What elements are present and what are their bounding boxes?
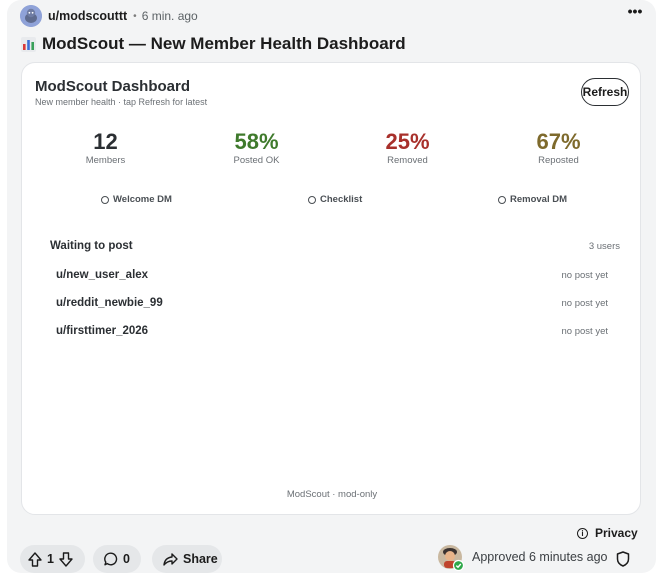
- dashboard-subtitle: New member health · tap Refresh for late…: [35, 97, 208, 107]
- stat-value: 25%: [385, 129, 430, 154]
- shield-icon[interactable]: [616, 551, 630, 567]
- share-arrow-icon: [163, 552, 178, 566]
- checklist-row: Welcome DM Checklist Removal DM: [22, 194, 642, 208]
- waiting-username[interactable]: u/firsttimer_2026: [56, 325, 149, 337]
- stat-label: Removed: [387, 155, 428, 166]
- moderator-avatar-icon[interactable]: [437, 543, 465, 572]
- check-label: Removal DM: [510, 194, 568, 205]
- post-timestamp: 6 min. ago: [141, 9, 198, 23]
- more-options-button[interactable]: •••: [627, 3, 643, 19]
- speech-bubble-icon: [104, 552, 118, 566]
- refresh-button[interactable]: Refresh: [581, 78, 629, 106]
- circle-icon: [308, 195, 316, 204]
- waiting-count: 3 users: [588, 241, 620, 252]
- privacy-link[interactable]: i Privacy: [577, 526, 638, 540]
- stats-row: 12 Members 58% Posted OK 25% Removed 67%…: [30, 129, 634, 169]
- post-title[interactable]: ModScout — New Member Health Dashboard: [21, 34, 406, 54]
- stat-value: 12: [93, 129, 118, 154]
- stat-posted-ok: 58% Posted OK: [181, 129, 332, 166]
- waiting-username[interactable]: u/reddit_newbie_99: [56, 297, 163, 309]
- waiting-username[interactable]: u/new_user_alex: [56, 269, 149, 281]
- dashboard-title: ModScout Dashboard: [35, 78, 191, 95]
- comment-count: 0: [123, 552, 130, 566]
- approval-status: Approved 6 minutes ago: [437, 543, 608, 572]
- list-item[interactable]: u/firsttimer_2026 no post yet: [56, 325, 608, 341]
- share-button[interactable]: Share: [152, 545, 222, 573]
- list-item[interactable]: u/new_user_alex no post yet: [56, 269, 608, 285]
- waiting-status: no post yet: [561, 298, 608, 309]
- arrow-down-icon[interactable]: [59, 551, 73, 567]
- removal-dm-toggle[interactable]: Removal DM: [498, 194, 567, 205]
- checklist-toggle[interactable]: Checklist: [308, 194, 362, 205]
- stat-label: Posted OK: [233, 155, 280, 166]
- circle-icon: [498, 195, 506, 204]
- dashboard-footer: ModScout · mod-only: [286, 489, 378, 500]
- circle-icon: [101, 195, 109, 204]
- stat-label: Members: [85, 155, 126, 166]
- bar-chart-icon: [21, 36, 36, 52]
- arrow-up-icon[interactable]: [28, 551, 42, 567]
- check-label: Welcome DM: [113, 194, 172, 205]
- post-container: u/modscouttt • 6 min. ago ••• ModScout —…: [7, 0, 656, 573]
- info-icon: i: [577, 527, 588, 539]
- comments-button[interactable]: 0: [93, 545, 141, 573]
- post-title-text: ModScout — New Member Health Dashboard: [42, 34, 406, 53]
- waiting-section-title: Waiting to post: [50, 240, 133, 252]
- post-header: u/modscouttt • 6 min. ago: [20, 5, 198, 27]
- stat-removed: 25% Removed: [332, 129, 483, 166]
- waiting-status: no post yet: [561, 326, 608, 337]
- post-author[interactable]: u/modscouttt: [48, 9, 128, 23]
- share-label: Share: [183, 552, 218, 566]
- vote-bar: 1: [20, 545, 85, 573]
- list-item[interactable]: u/reddit_newbie_99 no post yet: [56, 297, 608, 313]
- stat-reposted: 67% Reposted: [483, 129, 634, 166]
- waiting-status: no post yet: [561, 270, 608, 281]
- check-label: Checklist: [320, 194, 363, 205]
- approved-text: Approved 6 minutes ago: [472, 550, 608, 564]
- stat-value: 67%: [536, 129, 581, 154]
- vote-count: 1: [47, 552, 54, 566]
- welcome-dm-toggle[interactable]: Welcome DM: [101, 194, 172, 205]
- dashboard-card: ModScout Dashboard New member health · t…: [21, 62, 641, 515]
- stat-members: 12 Members: [30, 129, 181, 166]
- privacy-label: Privacy: [595, 526, 638, 540]
- stat-label: Reposted: [538, 155, 579, 166]
- header-separator: •: [133, 10, 137, 22]
- user-avatar-icon[interactable]: [20, 5, 42, 27]
- stat-value: 58%: [234, 129, 279, 154]
